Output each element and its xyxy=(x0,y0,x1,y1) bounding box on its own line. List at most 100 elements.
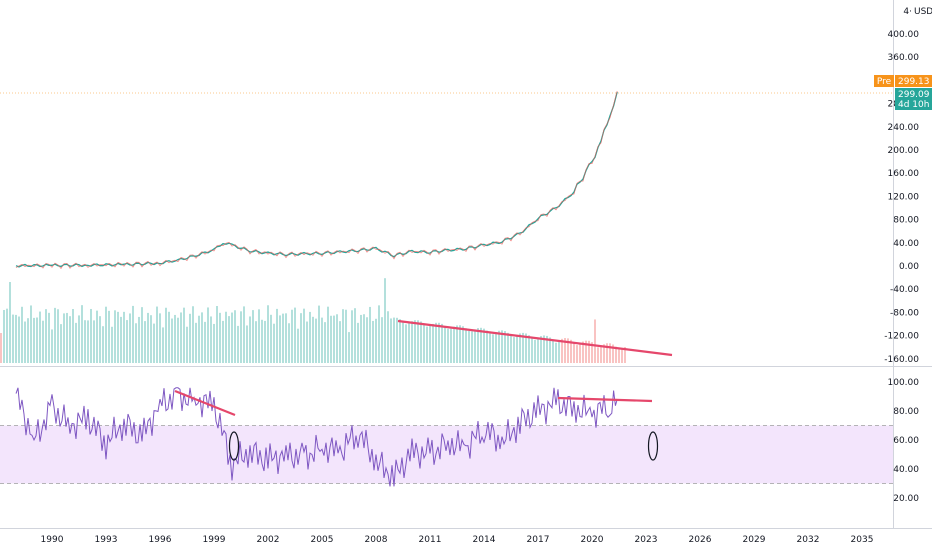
volume-bar xyxy=(318,305,320,363)
volume-bar xyxy=(75,322,77,363)
volume-bar xyxy=(240,311,242,363)
volume-bar xyxy=(450,328,452,363)
volume-bar xyxy=(36,317,38,363)
volume-bar xyxy=(510,335,512,363)
volume-bar xyxy=(444,326,446,363)
time-tick-label: 1990 xyxy=(41,535,64,545)
volume-bar xyxy=(465,328,467,363)
volume-bar xyxy=(231,312,233,363)
volume-bar xyxy=(78,315,80,363)
volume-bar xyxy=(57,309,59,363)
time-tick-label: 1999 xyxy=(203,535,226,545)
pre-price-badge xyxy=(895,75,932,87)
volume-bar xyxy=(93,320,95,363)
time-axis[interactable]: 1990 1993 1996 1999 2002 2005 2008 2011 2014 2017… xyxy=(41,535,874,545)
volume-bar xyxy=(588,340,590,363)
volume-bar xyxy=(336,314,338,363)
volume-bar xyxy=(156,306,158,363)
volume-bar xyxy=(366,317,368,363)
rsi-line xyxy=(15,387,618,487)
volume-bar xyxy=(291,309,293,363)
hand-drawn-oval-2[interactable] xyxy=(647,431,659,461)
volume-bar xyxy=(501,330,503,363)
volume-bar xyxy=(369,306,371,363)
volume-trendline[interactable] xyxy=(397,319,673,357)
volume-bar xyxy=(162,327,164,363)
time-tick-label: 1993 xyxy=(95,535,118,545)
rsi-trendline-1[interactable] xyxy=(174,389,236,417)
volume-bar xyxy=(537,337,539,363)
rsi-tick-label: 100.00 xyxy=(888,378,920,388)
volume-bar xyxy=(516,334,518,363)
volume-bar xyxy=(351,310,353,363)
volume-bar xyxy=(120,316,122,363)
volume-bar xyxy=(33,317,35,363)
volume-bar xyxy=(282,313,284,363)
volume-bar xyxy=(519,333,521,363)
hand-drawn-oval-1[interactable] xyxy=(228,431,240,461)
volume-bar xyxy=(81,305,83,363)
volume-bar xyxy=(573,342,575,363)
volume-bar xyxy=(228,316,230,363)
volume-bar xyxy=(525,333,527,363)
volume-bar xyxy=(84,320,86,363)
volume-bar xyxy=(567,338,569,363)
volume-bar xyxy=(150,315,152,363)
volume-bar xyxy=(549,337,551,363)
volume-bar xyxy=(357,322,359,363)
volume-bar xyxy=(423,323,425,363)
price-tick-label: -160.00 xyxy=(884,355,919,365)
time-tick-label: 2005 xyxy=(311,535,334,545)
volume-bar xyxy=(105,306,107,363)
rsi-trendline-2[interactable] xyxy=(557,396,653,403)
volume-bar xyxy=(27,318,29,363)
volume-bar xyxy=(483,328,485,363)
currency-selector-icon[interactable]: 4· xyxy=(903,7,912,17)
volume-bar xyxy=(147,312,149,363)
time-tick-label: 2032 xyxy=(797,535,820,545)
volume-bar xyxy=(294,307,296,363)
volume-bar xyxy=(222,320,224,363)
volume-bar xyxy=(153,323,155,363)
volume-bar xyxy=(417,320,419,363)
volume-bar xyxy=(624,347,626,363)
volume-bar xyxy=(126,320,128,363)
volume-bar xyxy=(486,330,488,363)
volume-bar xyxy=(564,338,566,363)
volume-bar xyxy=(39,311,41,363)
volume-bar xyxy=(201,312,203,363)
volume-bar xyxy=(441,323,443,363)
volume-bar xyxy=(330,315,332,363)
volume-bar xyxy=(312,316,314,363)
volume-bar xyxy=(384,278,386,363)
volume-bar xyxy=(552,339,554,363)
volume-bar xyxy=(591,342,593,363)
volume-bar xyxy=(447,328,449,363)
volume-bar xyxy=(393,317,395,363)
price-tick-label: 40.00 xyxy=(893,239,919,249)
volume-bar xyxy=(618,349,620,363)
time-tick-label: 2035 xyxy=(851,535,874,545)
currency-label[interactable]: USD xyxy=(914,7,932,17)
volume-bar xyxy=(492,334,494,363)
volume-bar xyxy=(477,328,479,363)
volume-bar xyxy=(579,343,581,363)
volume-bar xyxy=(216,306,218,363)
volume-bar xyxy=(606,343,608,363)
volume-bar xyxy=(6,308,8,363)
volume-bar xyxy=(375,318,377,363)
volume-bar xyxy=(18,316,20,363)
volume-bar xyxy=(219,312,221,363)
volume-bar xyxy=(570,339,572,363)
volume-bar xyxy=(186,326,188,363)
volume-bar xyxy=(354,308,356,363)
volume-bar xyxy=(234,310,236,363)
volume-bar xyxy=(141,307,143,363)
volume-bar xyxy=(327,306,329,363)
rsi-axis[interactable]: 100.00 80.00 60.00 40.00 20.00 xyxy=(888,378,920,504)
volume-bar xyxy=(249,316,251,363)
volume-bar xyxy=(348,332,350,363)
volume-bar xyxy=(123,311,125,363)
